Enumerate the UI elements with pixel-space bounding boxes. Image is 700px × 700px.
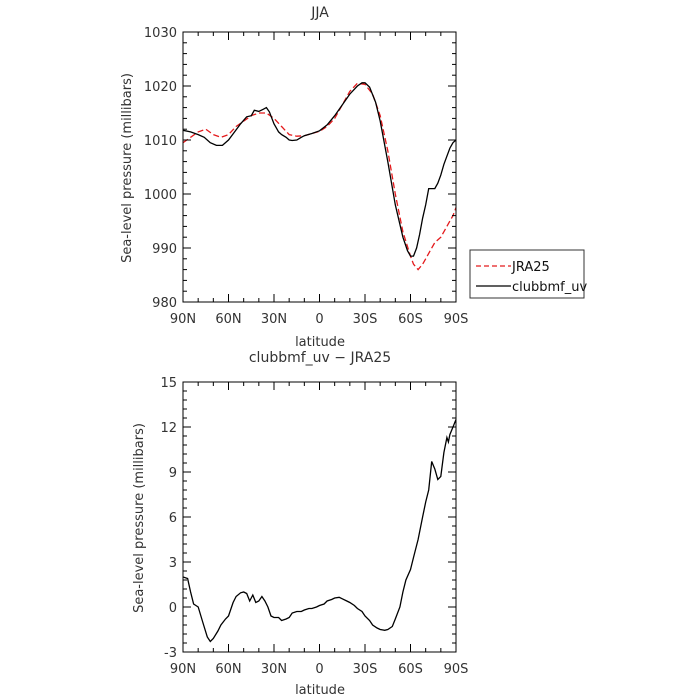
- top-panel: JJA latitude Sea-level pressure (milliba…: [120, 5, 468, 350]
- y-tick-label: 1000: [144, 188, 177, 203]
- y-tick-label: 6: [169, 511, 177, 526]
- series-line-clubbmf-uv: [183, 82, 456, 257]
- plot-frame: [182, 381, 457, 653]
- x-tick-label: 60S: [398, 312, 423, 327]
- y-tick-label: -3: [164, 646, 177, 661]
- x-tick-label: 90S: [444, 662, 469, 677]
- bottom-x-axis-label: latitude: [295, 683, 345, 698]
- x-tick-label: 60N: [215, 312, 241, 327]
- x-tick-label: 0: [315, 312, 323, 327]
- x-tick-label: 0: [315, 662, 323, 677]
- bottom-chart-title: clubbmf_uv − JRA25: [249, 350, 391, 366]
- y-tick-label: 1020: [144, 80, 177, 95]
- y-tick-label: 15: [160, 376, 177, 391]
- legend-label-clubbmf-uv: clubbmf_uv: [512, 280, 587, 295]
- legend-label-jra25: JRA25: [511, 260, 550, 275]
- y-tick-label: 9: [169, 466, 177, 481]
- x-tick-label: 60S: [398, 662, 423, 677]
- y-tick-label: 990: [152, 242, 177, 257]
- series-line-difference: [183, 419, 456, 643]
- top-chart-title: JJA: [310, 5, 329, 21]
- bottom-panel: clubbmf_uv − JRA25 latitude Sea-level pr…: [132, 350, 468, 698]
- y-tick-label: 12: [160, 421, 177, 436]
- plot-frame: [182, 31, 457, 303]
- x-tick-label: 90S: [444, 312, 469, 327]
- series-group: [183, 419, 456, 643]
- series-line-jra25: [183, 82, 456, 271]
- series-group: [183, 82, 456, 271]
- y-tick-label: 0: [169, 601, 177, 616]
- top-y-axis-label: Sea-level pressure (millibars): [120, 73, 135, 263]
- legend-box: [469, 249, 585, 299]
- y-tick-label: 980: [152, 296, 177, 311]
- x-tick-label: 30S: [353, 662, 378, 677]
- y-tick-label: 1030: [144, 26, 177, 41]
- legend: JRA25 clubbmf_uv: [469, 249, 587, 299]
- x-tick-label: 90N: [170, 662, 196, 677]
- bottom-y-axis-label: Sea-level pressure (millibars): [132, 423, 147, 613]
- x-tick-label: 60N: [215, 662, 241, 677]
- x-tick-label: 90N: [170, 312, 196, 327]
- top-x-axis-label: latitude: [295, 335, 345, 350]
- y-tick-label: 1010: [144, 134, 177, 149]
- x-tick-label: 30N: [261, 312, 287, 327]
- x-tick-label: 30S: [353, 312, 378, 327]
- x-tick-label: 30N: [261, 662, 287, 677]
- y-tick-label: 3: [169, 556, 177, 571]
